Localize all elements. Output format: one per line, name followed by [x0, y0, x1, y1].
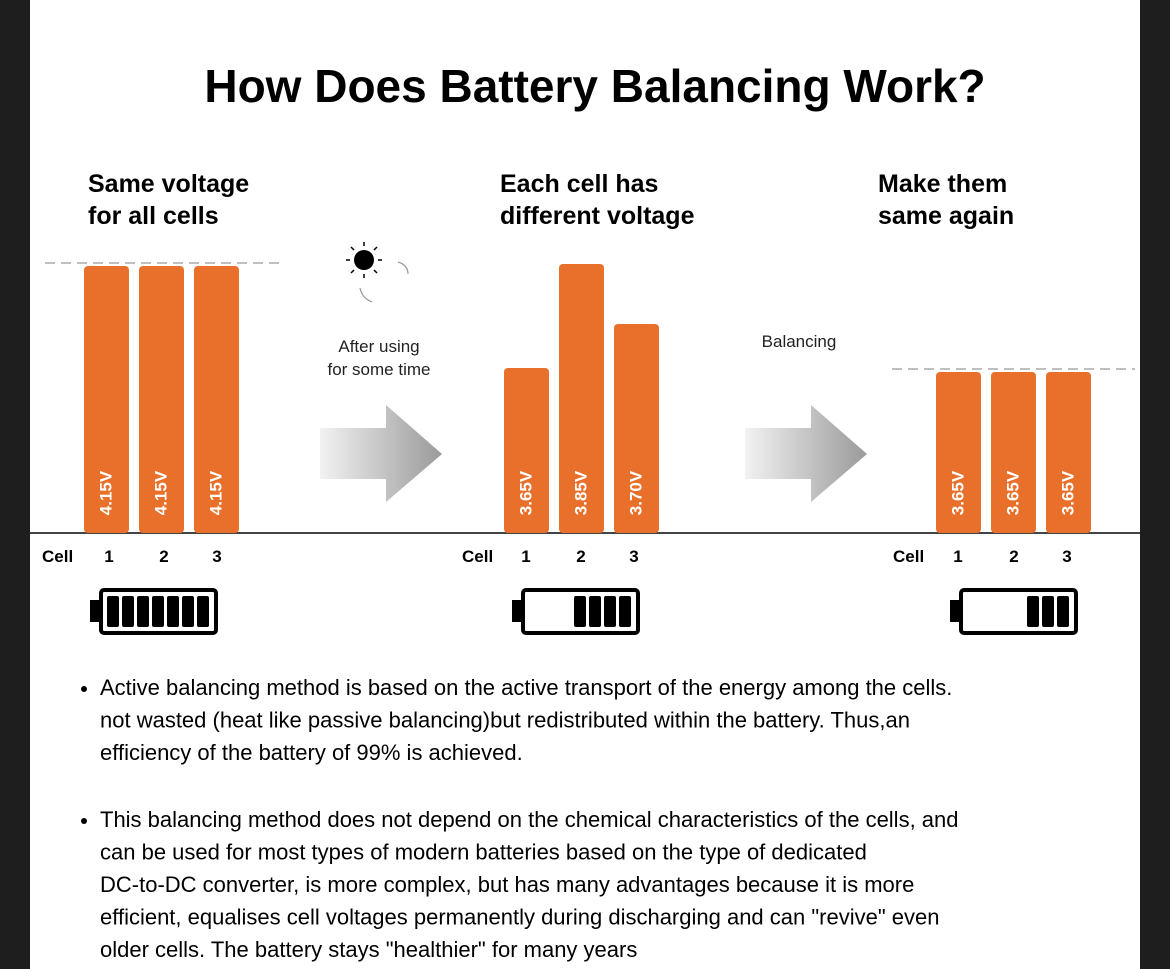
- battery-tip: [950, 600, 960, 622]
- bar-label: 3.65V: [1003, 470, 1022, 515]
- battery-segment: [182, 596, 194, 627]
- transition-caption: After using: [338, 337, 419, 356]
- bullet-text: efficient, equalises cell voltages perma…: [100, 905, 939, 930]
- cell-number: 1: [104, 547, 113, 566]
- battery-segment: [197, 596, 209, 627]
- battery-segment: [122, 596, 134, 627]
- bar-label: 3.70V: [626, 470, 645, 515]
- cell-bar: [139, 266, 184, 533]
- battery-segment: [619, 596, 631, 627]
- cell-bar: [84, 266, 129, 533]
- panel-heading: Each cell has: [500, 170, 658, 198]
- cell-number: 1: [521, 547, 530, 566]
- panel-heading: different voltage: [500, 202, 695, 230]
- cell-number: 3: [1062, 547, 1071, 566]
- transition-caption: for some time: [328, 360, 431, 379]
- cell-number: 1: [953, 547, 962, 566]
- bar-label: 3.65V: [1058, 470, 1077, 515]
- cell-number: 3: [212, 547, 221, 566]
- battery-segment: [1027, 596, 1039, 627]
- arrow: [320, 405, 442, 502]
- bullet-text: older cells. The battery stays "healthie…: [100, 937, 637, 962]
- panel-heading: Make them: [878, 170, 1007, 198]
- bullet-text: can be used for most types of modern bat…: [100, 840, 867, 865]
- cell-bar: [1046, 372, 1091, 533]
- battery-segment: [604, 596, 616, 627]
- bar-label: 3.65V: [948, 470, 967, 515]
- bullet-dot: [81, 818, 87, 824]
- cell-number: 2: [1009, 547, 1018, 566]
- battery-segment: [167, 596, 179, 627]
- battery-segment: [107, 596, 119, 627]
- battery-segment: [574, 596, 586, 627]
- bar-label: 3.85V: [571, 470, 590, 515]
- panel-heading: Same voltage: [88, 170, 249, 198]
- battery-segment: [137, 596, 149, 627]
- battery-segment: [1042, 596, 1054, 627]
- battery-segment: [589, 596, 601, 627]
- battery-segment: [1057, 596, 1069, 627]
- cell-label: Cell: [42, 547, 73, 566]
- bullet-dot: [81, 686, 87, 692]
- cell-label: Cell: [893, 547, 924, 566]
- right-frame: [1140, 0, 1170, 969]
- bar-label: 4.15V: [151, 470, 170, 515]
- left-frame: [0, 0, 30, 969]
- panel-heading: same again: [878, 202, 1014, 230]
- bullet-text: Active balancing method is based on the …: [100, 675, 952, 700]
- cell-bar: [504, 368, 549, 533]
- bar-label: 3.65V: [516, 470, 535, 515]
- battery-segment: [152, 596, 164, 627]
- cell-bar: [559, 264, 604, 533]
- bullet-text: not wasted (heat like passive balancing)…: [100, 708, 910, 733]
- bullet-text: efficiency of the battery of 99% is achi…: [100, 740, 523, 765]
- cell-number: 3: [629, 547, 638, 566]
- cell-number: 2: [576, 547, 585, 566]
- transition-caption: Balancing: [762, 332, 837, 351]
- cell-number: 2: [159, 547, 168, 566]
- battery-tip: [90, 600, 100, 622]
- cell-label: Cell: [462, 547, 493, 566]
- bar-label: 4.15V: [206, 470, 225, 515]
- bar-label: 4.15V: [96, 470, 115, 515]
- arrow: [745, 405, 867, 502]
- cell-bar: [614, 324, 659, 533]
- battery-tip: [512, 600, 522, 622]
- day-night-icon: [346, 242, 412, 308]
- cell-bar: [194, 266, 239, 533]
- panel-heading: for all cells: [88, 202, 219, 230]
- cell-bar: [991, 372, 1036, 533]
- cell-bar: [936, 372, 981, 533]
- title: How Does Battery Balancing Work?: [204, 60, 985, 112]
- bullet-text: DC-to-DC converter, is more complex, but…: [100, 872, 914, 897]
- bullet-text: This balancing method does not depend on…: [100, 807, 959, 832]
